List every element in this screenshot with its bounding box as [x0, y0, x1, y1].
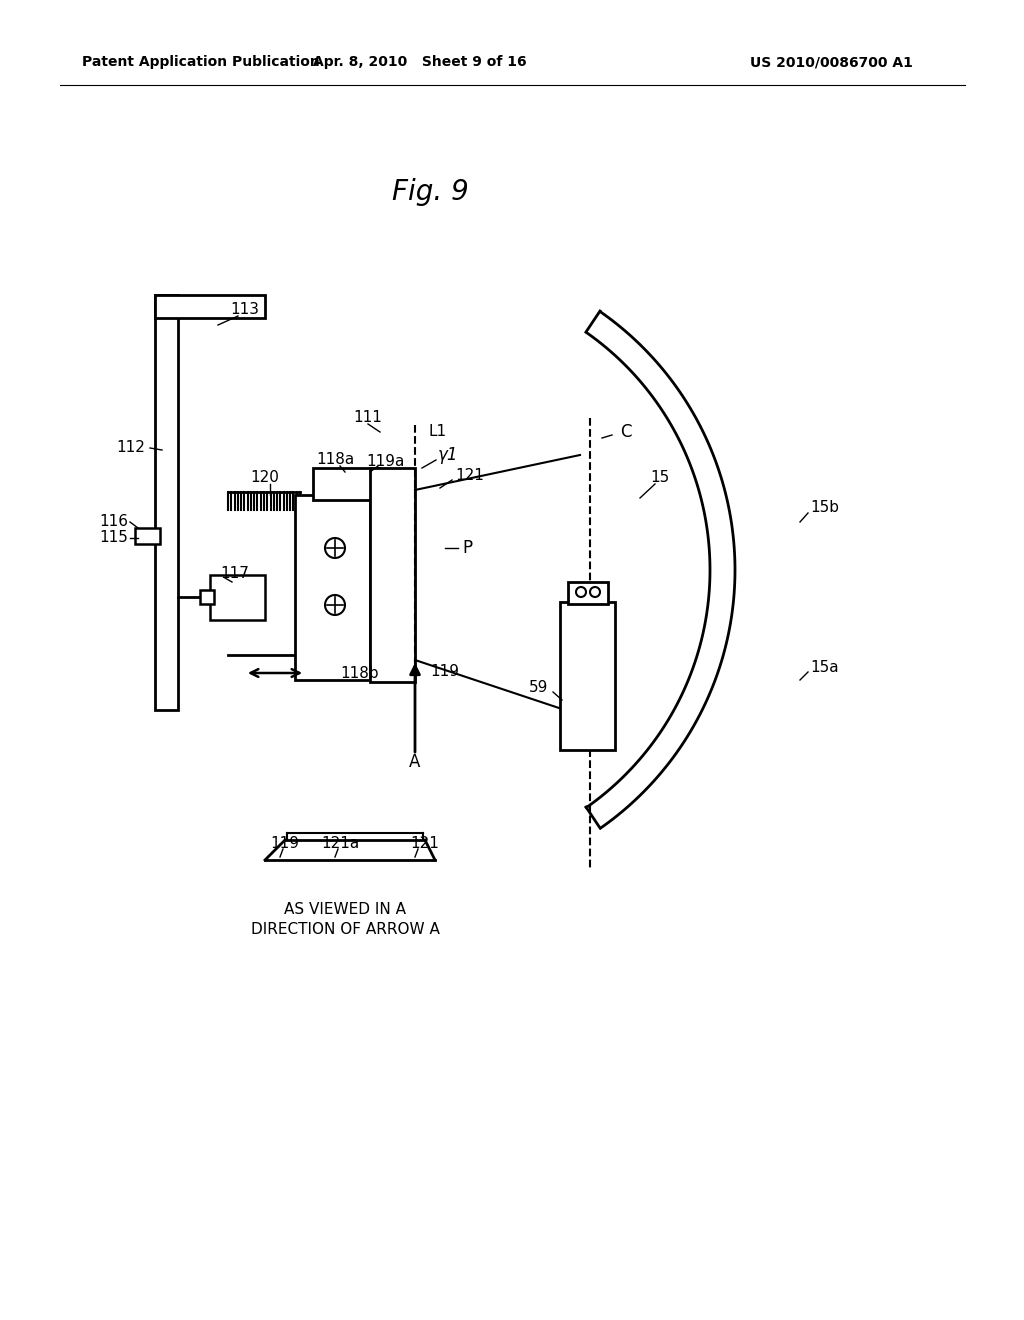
- Text: 121: 121: [455, 467, 484, 483]
- Text: C: C: [620, 422, 632, 441]
- Text: 117: 117: [220, 565, 249, 581]
- Text: L1: L1: [428, 425, 446, 440]
- Text: 115: 115: [99, 531, 128, 545]
- Text: 15: 15: [650, 470, 670, 486]
- Bar: [370, 469, 415, 682]
- Text: 111: 111: [353, 411, 382, 425]
- Text: 112: 112: [116, 441, 145, 455]
- Text: 15a: 15a: [810, 660, 839, 676]
- Text: 15b: 15b: [810, 500, 839, 516]
- Bar: [200, 590, 214, 605]
- Bar: [155, 294, 178, 710]
- Bar: [295, 495, 370, 680]
- Text: Patent Application Publication: Patent Application Publication: [82, 55, 319, 69]
- Text: 121a: 121a: [321, 836, 359, 850]
- Text: 120: 120: [251, 470, 280, 486]
- Text: Fig. 9: Fig. 9: [391, 178, 468, 206]
- Text: 118a: 118a: [315, 453, 354, 467]
- Text: AS VIEWED IN A: AS VIEWED IN A: [284, 903, 406, 917]
- Bar: [313, 469, 380, 500]
- Text: 119: 119: [270, 836, 299, 850]
- Text: 121: 121: [411, 836, 439, 850]
- Bar: [155, 294, 265, 318]
- Text: γ1: γ1: [438, 446, 459, 465]
- Text: Apr. 8, 2010   Sheet 9 of 16: Apr. 8, 2010 Sheet 9 of 16: [313, 55, 526, 69]
- Text: 113: 113: [230, 302, 259, 318]
- Text: 116: 116: [99, 515, 128, 529]
- Text: 118b: 118b: [340, 665, 379, 681]
- Text: US 2010/0086700 A1: US 2010/0086700 A1: [750, 55, 912, 69]
- Bar: [210, 576, 265, 620]
- Text: DIRECTION OF ARROW A: DIRECTION OF ARROW A: [251, 923, 439, 937]
- Bar: [568, 582, 608, 605]
- Text: 59: 59: [528, 681, 548, 696]
- Text: P: P: [462, 539, 472, 557]
- Text: 119a: 119a: [366, 454, 404, 470]
- Text: A: A: [410, 752, 421, 771]
- Text: 119: 119: [430, 664, 459, 680]
- Bar: [560, 602, 615, 750]
- Bar: [135, 528, 160, 544]
